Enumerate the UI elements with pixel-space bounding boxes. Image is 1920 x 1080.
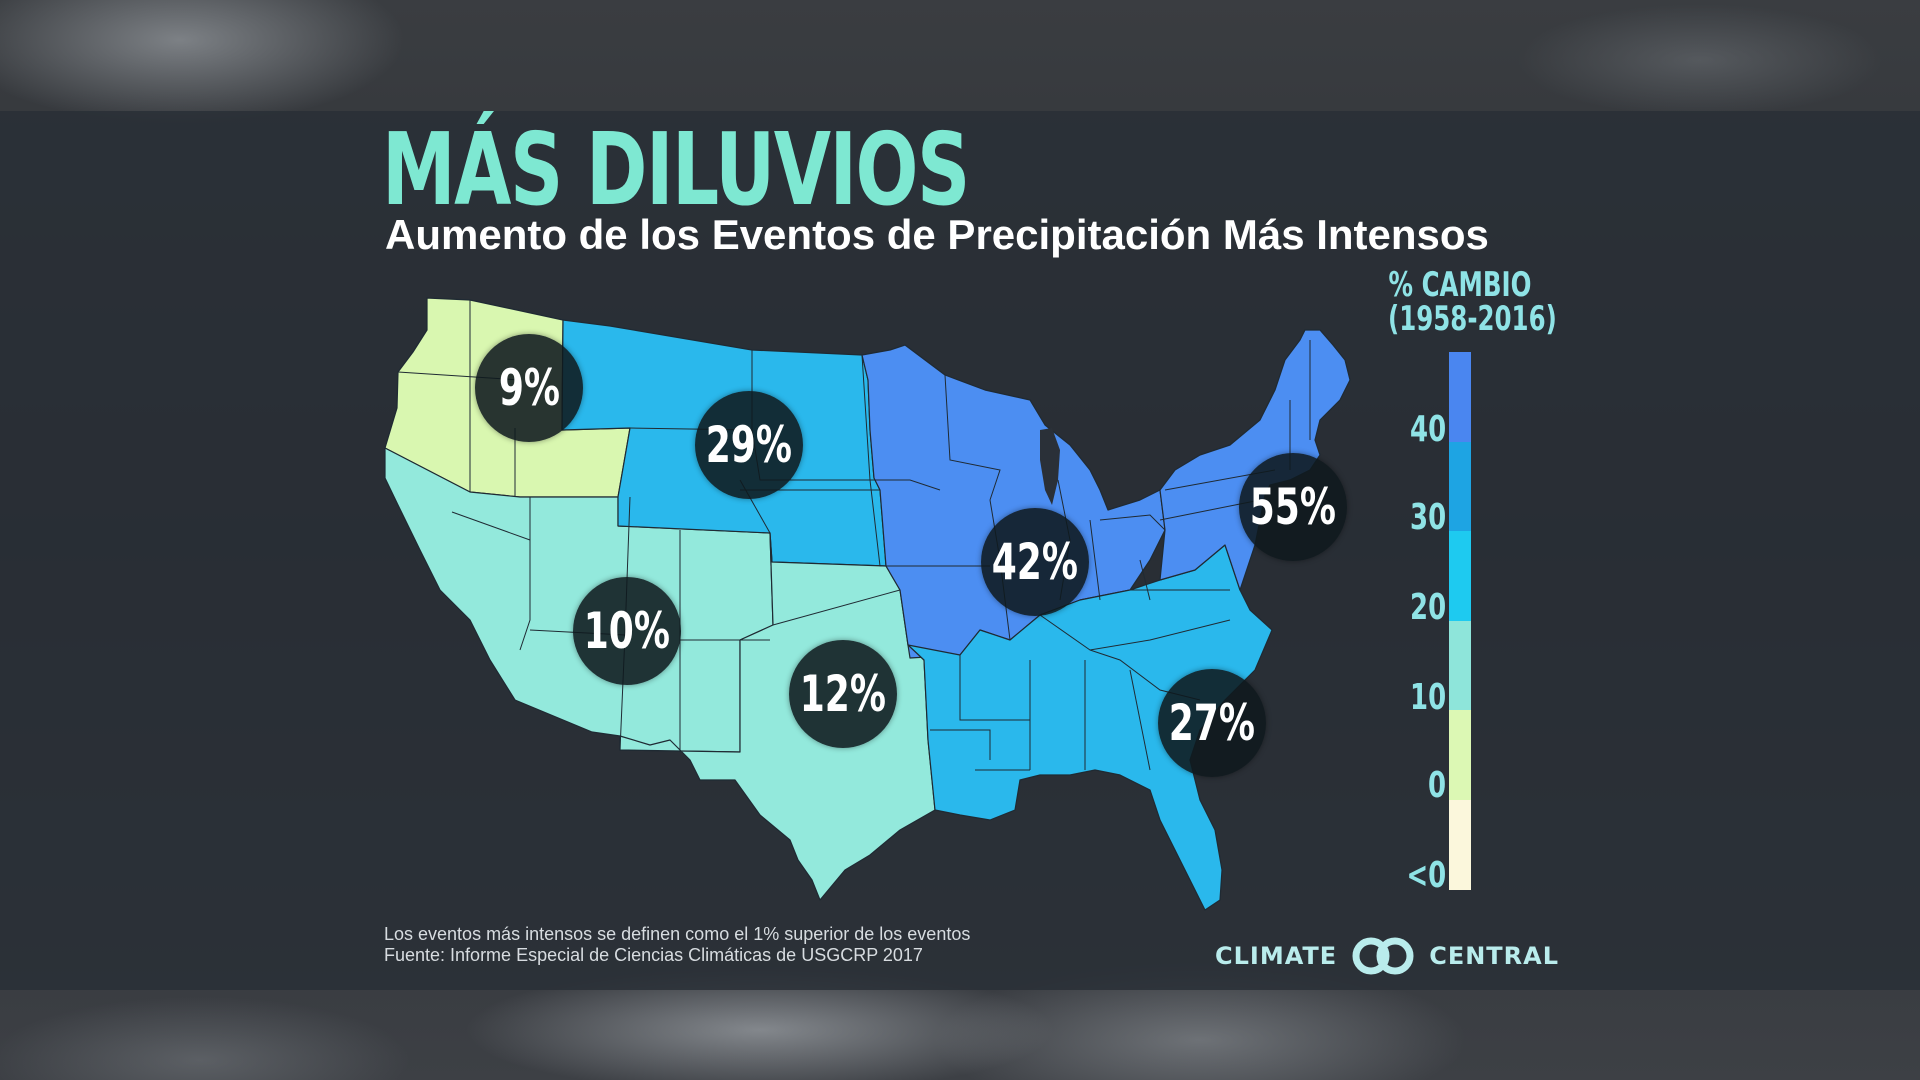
legend-swatch [1449,710,1471,800]
legend-swatch [1449,352,1471,442]
legend-color-bar [1449,352,1471,890]
region-midwest [861,344,1166,659]
footnote-source: Fuente: Informe Especial de Ciencias Cli… [384,945,923,965]
legend-label: 20 [1409,587,1446,628]
legend-label: 10 [1409,677,1446,718]
legend-swatch [1449,441,1471,532]
legend-label: 40 [1409,409,1446,450]
region-label-southern-great-plains: 12% [789,640,897,748]
region-label-northeast: 55% [1239,453,1347,561]
legend-label: 0 [1427,765,1446,806]
legend-swatch [1449,531,1471,621]
footnote-definition: Los eventos más intensos se definen como… [384,924,971,944]
logo-text-right: CENTRAL [1429,942,1560,970]
region-label-northern-great-plains: 29% [695,391,803,499]
legend-label: <0 [1406,855,1446,896]
region-label-midwest: 42% [981,508,1089,616]
legend-swatch [1449,620,1471,711]
state-borders [397,300,1311,771]
legend-label: 30 [1409,497,1446,538]
region-northeast [1159,329,1351,591]
legend-title: % CAMBIO (1958-2016) [1388,265,1557,339]
region-label-northwest: 9% [475,334,583,442]
region-label-southwest: 10% [573,577,681,685]
page-subtitle: Aumento de los Eventos de Precipitación … [385,211,1489,258]
logo-text-left: CLIMATE [1215,942,1338,970]
legend-swatch [1449,799,1471,890]
region-southeast [907,544,1273,911]
climate-central-logo: CLIMATE CENTRAL [1215,936,1559,976]
lake-michigan [1040,428,1060,505]
region-label-southeast: 27% [1158,669,1266,777]
logo-rings-icon [1352,937,1414,975]
page-title: MÁS DILUVIOS [382,111,970,228]
